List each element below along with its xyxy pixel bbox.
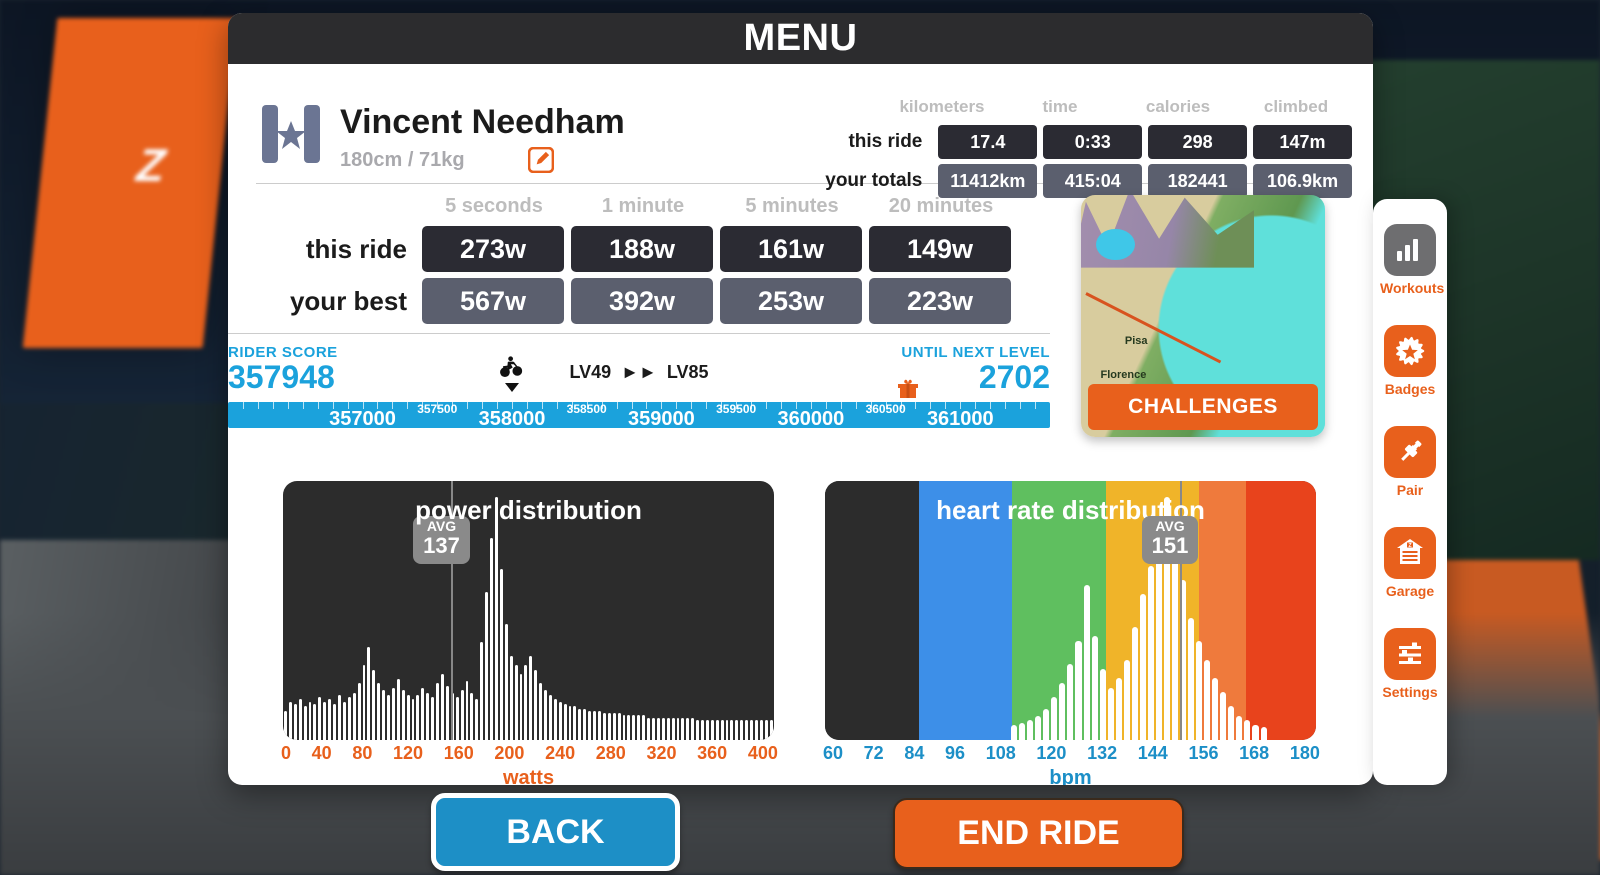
svg-text:Z: Z <box>1408 543 1411 549</box>
